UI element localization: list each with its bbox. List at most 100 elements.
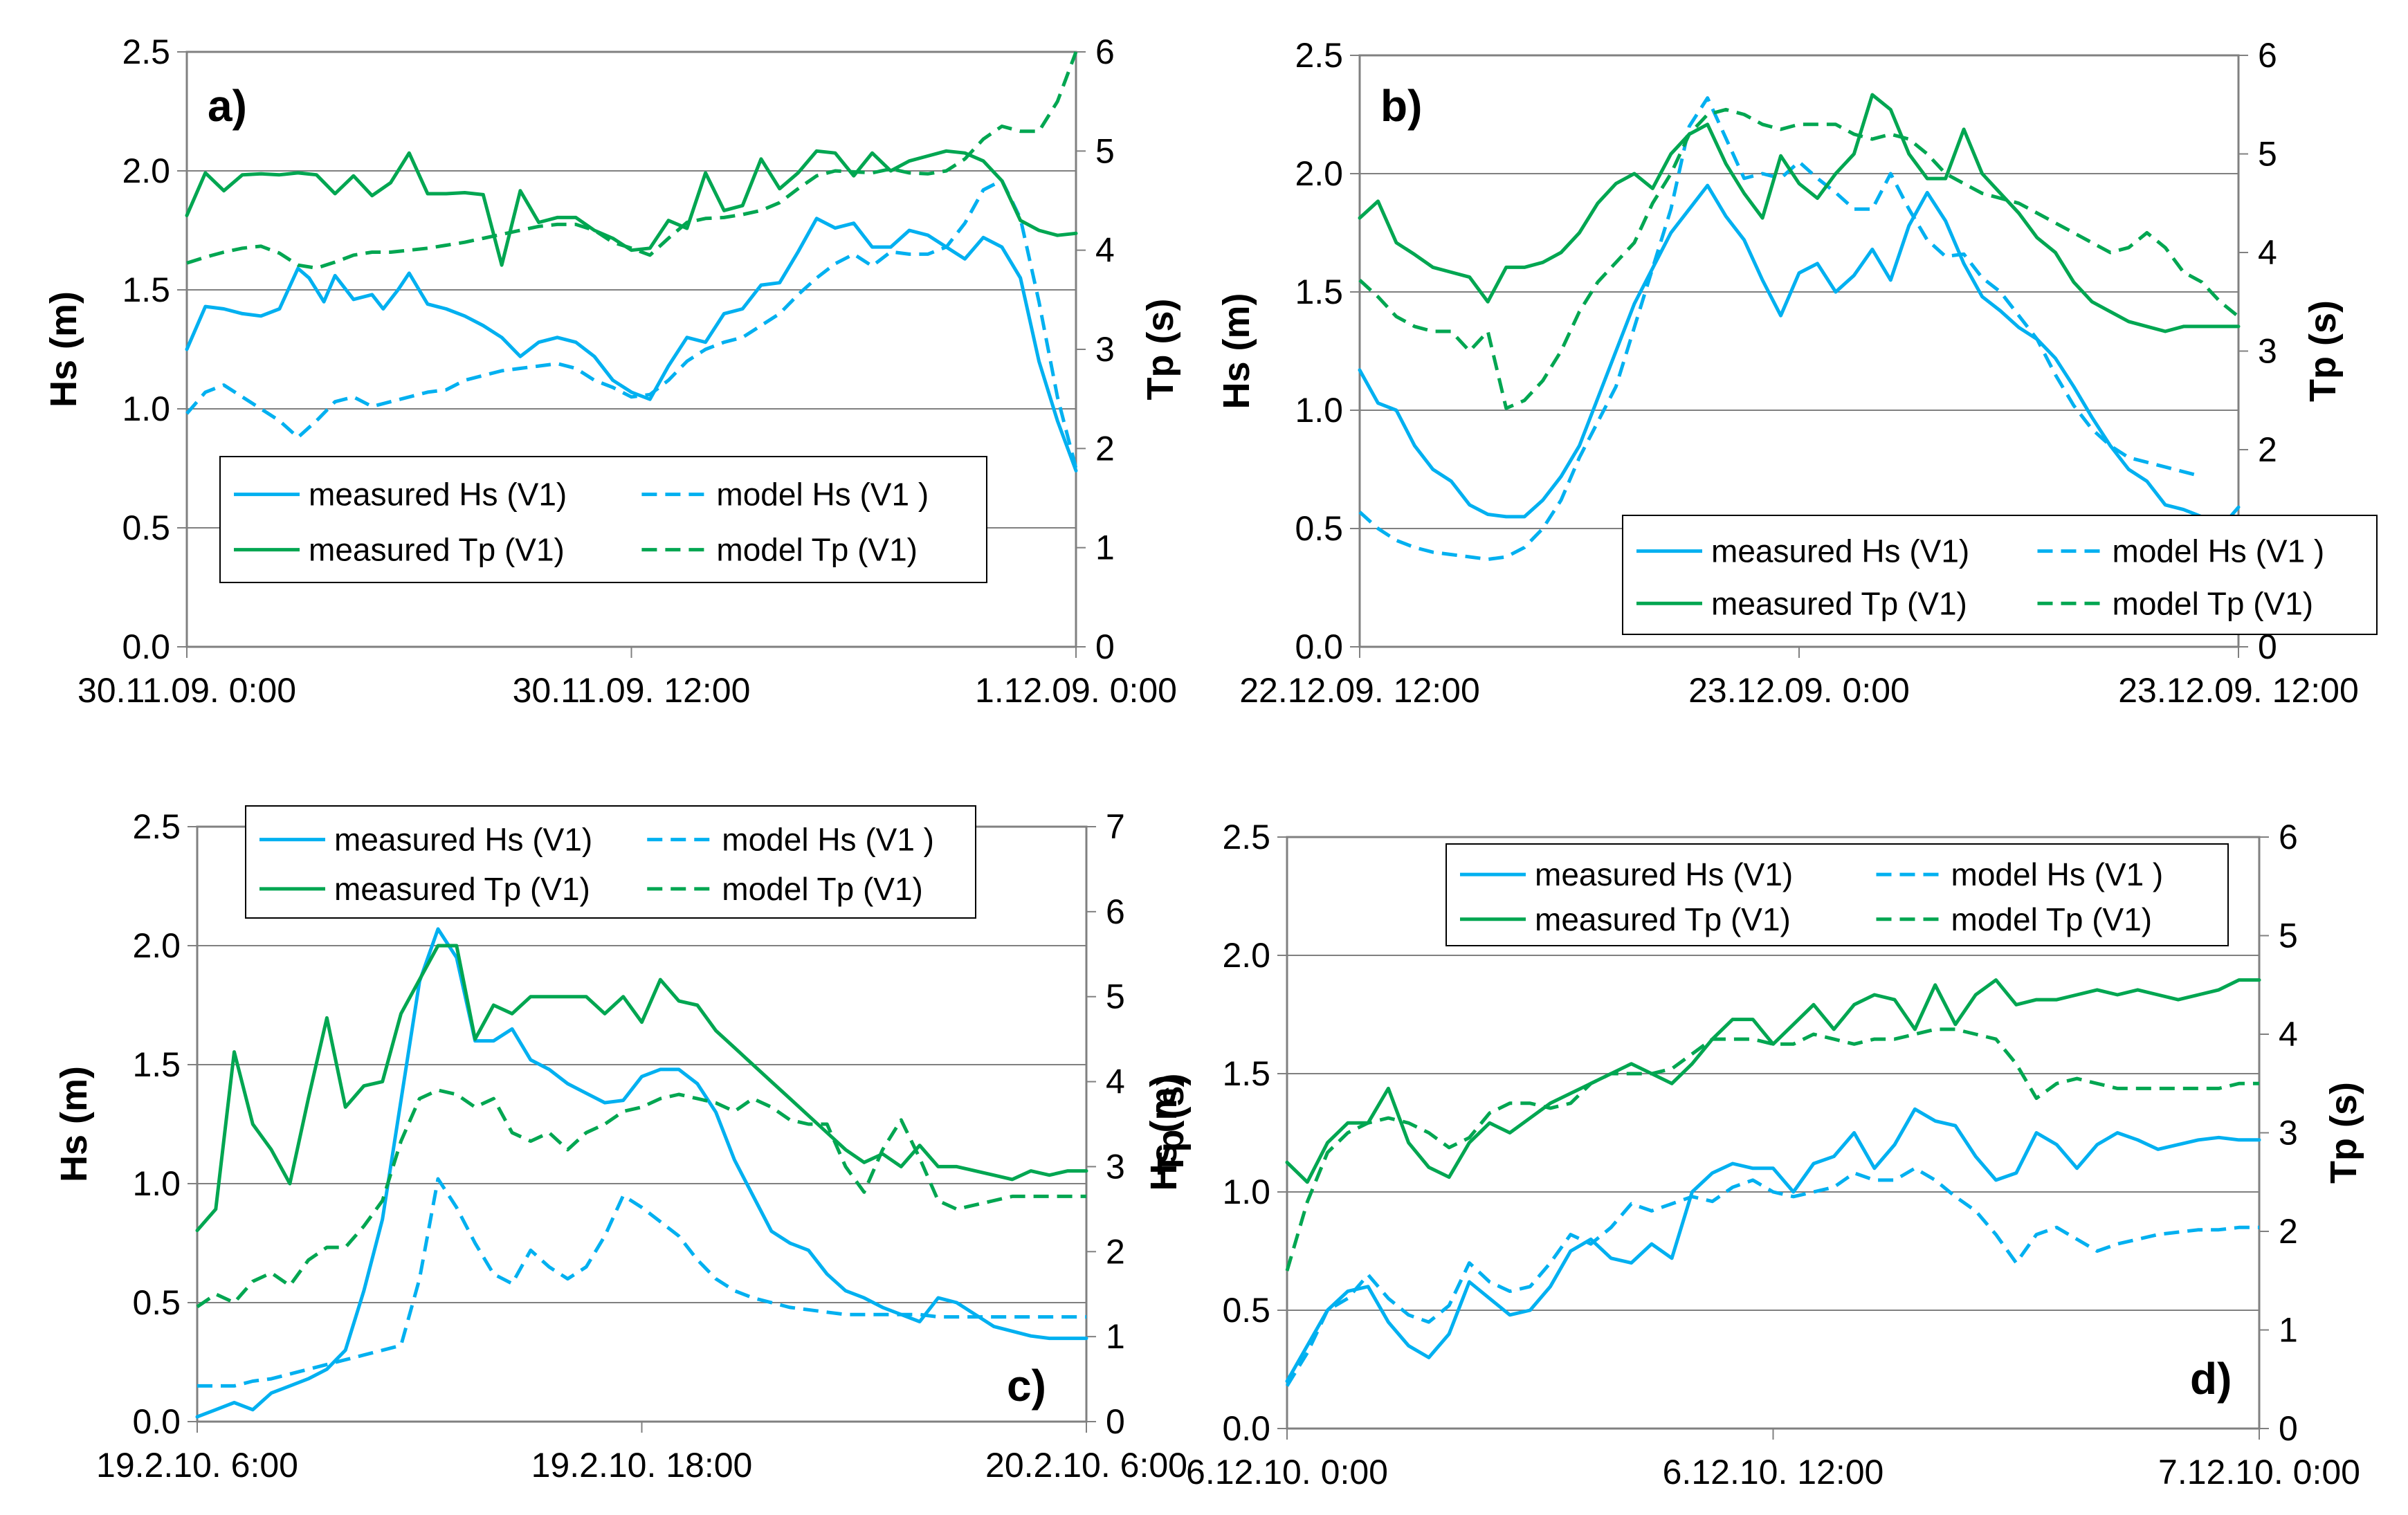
- series-line-tp-solid: [195, 944, 1088, 1233]
- y-tick-label: 2.0: [1295, 154, 1343, 193]
- series-line-hs-solid: [1285, 1107, 2261, 1384]
- y2-tick-label: 5: [2258, 135, 2277, 174]
- legend-entry: model Tp (V1): [1951, 901, 2153, 937]
- panel-label: b): [1380, 81, 1422, 131]
- y2-tick-label: 4: [1095, 231, 1115, 270]
- legend-box: [245, 805, 976, 919]
- y2-tick-label: 3: [1106, 1147, 1125, 1186]
- y2-tick-label: 5: [2279, 917, 2298, 955]
- y-axis-title: Hs (m): [1216, 293, 1257, 409]
- y2-tick-label: 3: [2258, 332, 2277, 371]
- legend-entry: measured Tp (V1): [1711, 585, 1967, 621]
- series-line-tp-dashed: [186, 51, 1078, 270]
- y-tick-label: 2.5: [1222, 818, 1270, 856]
- y-tick-label: 1.0: [132, 1164, 181, 1203]
- y-axis-title: Hs (m): [1143, 1074, 1185, 1191]
- x-tick-label: 19.2.10. 18:00: [531, 1446, 753, 1485]
- x-tick-label: 6.12.10. 0:00: [1186, 1453, 1388, 1491]
- x-tick-label: 22.12.09. 12:00: [1239, 671, 1480, 710]
- series-line-tp-dashed: [1358, 107, 2240, 410]
- y-axis-title: Hs (m): [43, 291, 84, 407]
- legend-entry: model Tp (V1): [722, 871, 923, 907]
- legend-entry: model Tp (V1): [716, 532, 918, 568]
- y2-axis-title: Tp (s): [1140, 299, 1181, 401]
- y-tick-label: 0.0: [1222, 1409, 1270, 1448]
- legend-entry: model Hs (V1 ): [2113, 533, 2325, 569]
- legend-entry: measured Hs (V1): [1711, 533, 1969, 569]
- y2-tick-label: 4: [1106, 1063, 1125, 1101]
- series-line-hs-solid: [1358, 183, 2241, 531]
- y-tick-label: 1.5: [132, 1045, 181, 1084]
- y-tick-label: 0.5: [122, 508, 170, 547]
- legend: measured Hs (V1) model Hs (V1 ) measured T…: [1445, 843, 2229, 946]
- panel-label: d): [2190, 1354, 2232, 1404]
- legend-entry: model Hs (V1 ): [1951, 856, 2164, 892]
- y-tick-label: 0.5: [132, 1283, 181, 1322]
- legend-entry: model Hs (V1 ): [722, 822, 934, 858]
- y-tick-label: 1.0: [1295, 391, 1343, 430]
- y2-tick-label: 4: [2258, 233, 2277, 272]
- series-line-hs-dashed: [197, 1177, 1086, 1388]
- y-tick-label: 0.5: [1295, 509, 1343, 548]
- legend: measured Hs (V1) model Hs (V1 ) measured T…: [245, 805, 976, 919]
- legend-entry: measured Hs (V1): [309, 477, 567, 513]
- y2-tick-label: 1: [2279, 1311, 2298, 1350]
- x-tick-label: 19.2.10. 6:00: [96, 1446, 298, 1485]
- y-tick-label: 0.5: [1222, 1291, 1270, 1330]
- legend-entry: measured Hs (V1): [1535, 856, 1793, 892]
- y2-tick-label: 0: [1095, 627, 1115, 666]
- y-tick-label: 2.0: [132, 926, 181, 965]
- y2-tick-label: 3: [1095, 330, 1115, 369]
- y2-tick-label: 5: [1106, 977, 1125, 1016]
- legend-box: [219, 456, 987, 583]
- plot-area-frame: [1286, 836, 2261, 1430]
- y2-tick-label: 2: [1095, 429, 1115, 468]
- y2-tick-label: 6: [2258, 36, 2277, 75]
- legend-entry: measured Tp (V1): [1535, 901, 1791, 937]
- y2-tick-label: 5: [1095, 131, 1115, 170]
- legend-entry: measured Tp (V1): [334, 871, 590, 907]
- series-line-hs-dashed: [185, 178, 1078, 469]
- y-tick-label: 1.5: [122, 270, 170, 309]
- panel-label: a): [208, 81, 247, 131]
- y2-tick-label: 1: [1106, 1317, 1125, 1356]
- legend-entry: measured Tp (V1): [309, 532, 565, 568]
- y-tick-label: 2.5: [122, 33, 170, 71]
- x-tick-label: 23.12.09. 12:00: [2118, 671, 2359, 710]
- y-tick-label: 1.0: [1222, 1173, 1270, 1211]
- y-tick-label: 2.0: [1222, 936, 1270, 975]
- y2-tick-label: 2: [2279, 1212, 2298, 1251]
- y-tick-label: 2.5: [1295, 36, 1343, 75]
- x-tick-label: 7.12.10. 0:00: [2158, 1453, 2360, 1491]
- x-tick-label: 30.11.09. 0:00: [77, 671, 296, 710]
- y-tick-label: 1.5: [1222, 1054, 1270, 1093]
- legend-box: [1622, 515, 2378, 635]
- x-tick-label: 20.2.10. 6:00: [985, 1446, 1187, 1485]
- legend-entry: model Tp (V1): [2113, 585, 2314, 621]
- series-line-tp-dashed: [1285, 1027, 2259, 1271]
- series-line-tp-dashed: [196, 1088, 1086, 1309]
- series-line-tp-solid: [185, 149, 1078, 267]
- y-tick-label: 2.5: [132, 807, 181, 846]
- y2-tick-label: 2: [1106, 1232, 1125, 1271]
- x-tick-label: 1.12.09. 0:00: [975, 671, 1177, 710]
- legend: measured Hs (V1) model Hs (V1 ) measured T…: [1622, 515, 2378, 635]
- y2-tick-label: 6: [1106, 892, 1125, 931]
- panel-d: 0.0 0.5 1.0 1.5 2.0 2.5 0 1 2 3 4 5 6 6.12.10. 0:00 6.…: [1143, 818, 2364, 1491]
- y2-tick-label: 6: [1095, 33, 1115, 71]
- y-tick-label: 2.0: [122, 152, 170, 190]
- y2-axis-title: Tp (s): [2323, 1082, 2364, 1184]
- series-line-hs-dashed: [1285, 1166, 2259, 1387]
- y2-tick-label: 7: [1106, 807, 1125, 846]
- y2-tick-label: 0: [2279, 1409, 2298, 1448]
- y-axis-title: Hs (m): [53, 1066, 95, 1182]
- panel-c: 0.0 0.5 1.0 1.5 2.0 2.5 0 1 2 3 4 5 6 7 19.2.10. 6:00 1…: [53, 805, 1192, 1485]
- y2-tick-label: 0: [1106, 1402, 1125, 1441]
- panel-b: 0.00.51.01.52.02.5012345622.12.09. 12:00…: [1216, 36, 2378, 710]
- series-line-hs-solid: [195, 927, 1088, 1419]
- series-line-hs-dashed: [1358, 96, 2202, 561]
- y-tick-label: 0.0: [132, 1402, 181, 1441]
- legend-entry: measured Hs (V1): [334, 822, 592, 858]
- panel-label: c): [1007, 1361, 1046, 1411]
- legend-box: [1445, 843, 2229, 946]
